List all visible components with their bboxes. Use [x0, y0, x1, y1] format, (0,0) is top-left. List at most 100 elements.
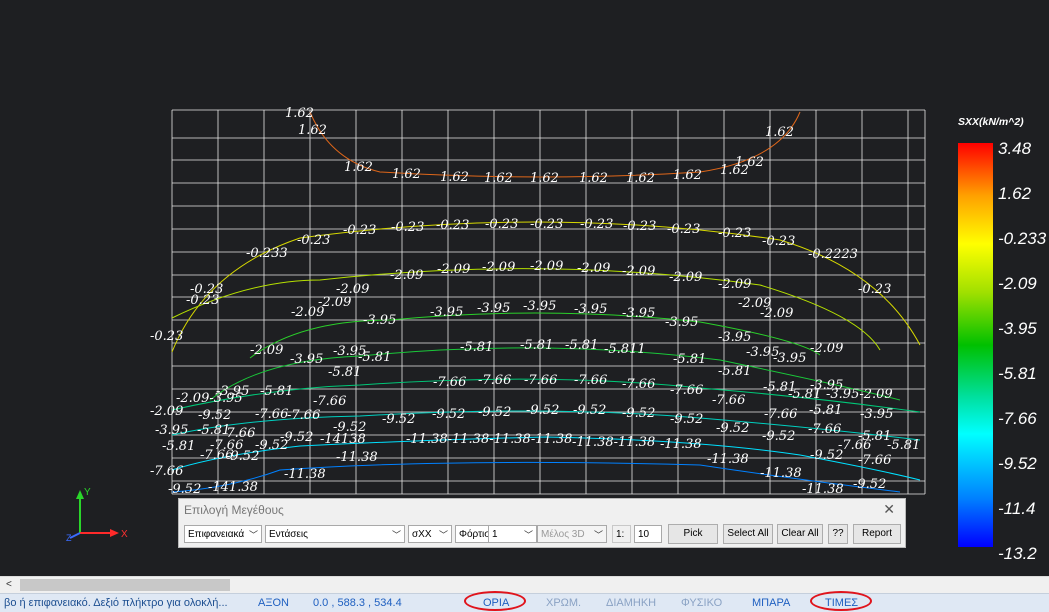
axis-triad-icon: Y X Z	[66, 487, 128, 543]
type-select[interactable]: Εντάσεις ﹀	[265, 525, 405, 543]
contour-label: -5.81	[718, 364, 751, 379]
contour-label: -5.81	[162, 439, 195, 454]
contour-label: -5.81	[358, 350, 391, 365]
help-button[interactable]: ??	[828, 524, 848, 544]
contour-label: -11.38	[284, 467, 326, 482]
highlight-ellipse	[464, 591, 526, 611]
surface-select[interactable]: Επιφανειακά ﹀	[184, 525, 262, 543]
close-icon[interactable]: ✕	[883, 501, 895, 517]
legend-tick: 3.48	[998, 139, 1032, 158]
contour-label: -2.09	[718, 277, 751, 292]
contour-line	[171, 378, 921, 413]
contour-label: -3.95	[155, 423, 188, 438]
status-dimension[interactable]: ΔΙΑΜΗΚΗ	[606, 597, 657, 609]
status-coordinates: 0.0 , 588.3 , 534.4	[313, 597, 402, 609]
contour-label: -9.52	[168, 482, 201, 497]
status-bar-toggle[interactable]: ΜΠΑΡΑ	[752, 597, 791, 609]
contour-label: -5.81	[809, 403, 842, 418]
contour-label: -0.2223	[808, 247, 858, 262]
pick-button[interactable]: Pick	[668, 524, 718, 544]
contour-label: -9.52	[280, 430, 313, 445]
contour-label: -2.09-3.95	[176, 391, 243, 406]
contour-label: -7.66	[838, 438, 871, 453]
contour-label: -7.66	[670, 383, 703, 398]
contour-label: -141.38	[208, 480, 258, 495]
contour-label: -11.38	[760, 466, 802, 481]
axis-y-label: Y	[84, 487, 91, 498]
contour-label: -11.38	[802, 482, 844, 497]
contour-label: -0.23	[485, 217, 518, 232]
scroll-thumb[interactable]	[20, 579, 230, 591]
legend-tick: -0.233	[998, 229, 1047, 248]
contour-label: -0.23	[436, 218, 469, 233]
contour-label: -7.66	[712, 393, 745, 408]
contour-label: -9.52	[716, 421, 749, 436]
contour-label: -2.09	[250, 343, 283, 358]
contour-label: -3.95	[718, 330, 751, 345]
contour-label: -7.66	[287, 408, 320, 423]
contour-label: 1.62	[344, 160, 373, 175]
contour-label: -0.23	[391, 220, 424, 235]
3d-viewport[interactable]: 1.62 1.62 1.62 1.62 1.62 1.62 1.62 1.62 1.62 1.62…	[0, 0, 1049, 576]
contour-label: -9.52	[810, 448, 843, 463]
status-physical[interactable]: ΦΥΣΙΚΟ	[681, 597, 723, 609]
chevron-down-icon: ﹀	[593, 530, 603, 540]
contour-label: -2.09	[738, 296, 771, 311]
contour-label: 1.62	[392, 167, 421, 182]
contour-label: -9.52	[622, 406, 655, 421]
clear-all-button[interactable]: Clear All	[777, 524, 823, 544]
legend-title: SXX(kN/m^2)	[958, 116, 1024, 128]
contour-label: 1.62	[298, 123, 327, 138]
status-colors[interactable]: ΧΡΩΜ.	[546, 597, 582, 609]
contour-plot[interactable]: 1.621.62 1.621.62 1.62 1.62 1.62 1.62 1.62 1.62…	[0, 0, 1049, 576]
contour-label: 1.62	[285, 106, 314, 121]
contour-label: -11.38	[336, 450, 378, 465]
contour-label: -2.09	[760, 306, 793, 321]
contour-label: -5.81	[763, 380, 796, 395]
status-hint: βο ή επιφανειακό. Δεξιό πλήκτρο για ολοκ…	[4, 597, 228, 609]
chevron-down-icon: ﹀	[248, 530, 258, 540]
contour-label: 1.62	[765, 125, 794, 140]
report-button[interactable]: Report	[853, 524, 901, 544]
contour-label: -0.23	[762, 234, 795, 249]
contour-label: -0.23	[186, 293, 219, 308]
contour-label: -2.09	[150, 404, 183, 419]
contour-label: -3.95	[810, 378, 843, 393]
surface-select-value: Επιφανειακά	[188, 529, 245, 540]
ratio-input[interactable]: 10	[634, 525, 662, 543]
contour-label: -9.52	[255, 438, 288, 453]
contour-label: 1.62	[735, 155, 764, 170]
scroll-left-icon[interactable]: <	[6, 579, 12, 590]
contour-label: -0.23	[190, 282, 223, 297]
contour-line	[171, 436, 921, 481]
legend-color-bar	[958, 143, 993, 547]
legend-tick: -9.52	[998, 454, 1037, 473]
contour-label: -7.66	[222, 426, 255, 441]
contour-label: 1.62	[626, 171, 655, 186]
contour-label: -7.66	[255, 407, 288, 422]
contour-label: -5.811	[604, 342, 646, 357]
contour-label: -0.23	[667, 222, 700, 237]
contour-label: -7.66	[200, 448, 233, 463]
legend-tick: -13.2	[998, 544, 1037, 563]
contour-label: -3.95	[622, 306, 655, 321]
contour-label: -3.95	[363, 313, 396, 328]
contour-label: -0.233	[246, 246, 288, 261]
contour-label: -3.95	[216, 384, 249, 399]
contour-label: -2.09	[291, 305, 324, 320]
contour-label: -2.09	[318, 295, 351, 310]
contour-labels: 1.621.62 1.621.62 1.62 1.62 1.62 1.62 1.62 1.62…	[150, 106, 920, 497]
contour-label: -9.52	[478, 405, 511, 420]
legend-tick: -7.66	[998, 409, 1037, 428]
contour-label: -7.66	[858, 453, 891, 468]
status-axes[interactable]: ΑΞΟΝ	[258, 597, 289, 609]
load-number-select[interactable]: 1 ﹀	[488, 525, 537, 543]
chevron-down-icon: ﹀	[438, 530, 448, 540]
contour-label: -2.09	[437, 262, 470, 277]
contour-label: -9.52	[670, 412, 703, 427]
member-select[interactable]: Μέλος 3D ﹀	[537, 525, 607, 543]
contour-label: -0.23	[623, 219, 656, 234]
select-all-button[interactable]: Select All	[723, 524, 773, 544]
horizontal-scrollbar[interactable]: <	[0, 576, 1049, 593]
component-select[interactable]: σXX ﹀	[408, 525, 452, 543]
